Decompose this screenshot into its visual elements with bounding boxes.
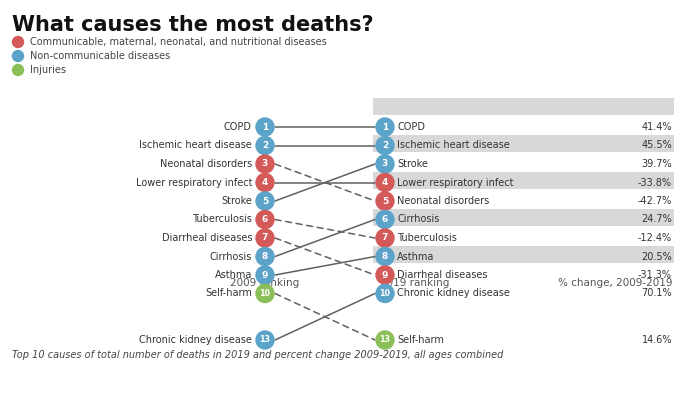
Circle shape [376, 210, 394, 228]
Text: -31.3%: -31.3% [638, 270, 672, 280]
Circle shape [256, 136, 274, 154]
Circle shape [376, 229, 394, 247]
Text: Injuries: Injuries [30, 65, 66, 75]
Text: Chronic kidney disease: Chronic kidney disease [139, 335, 252, 345]
Text: 7: 7 [262, 234, 268, 242]
Text: Neonatal disorders: Neonatal disorders [160, 159, 252, 169]
Text: Top 10 causes of total number of deaths in 2019 and percent change 2009-2019, al: Top 10 causes of total number of deaths … [12, 350, 504, 360]
Text: Self-harm: Self-harm [397, 335, 444, 345]
Text: COPD: COPD [224, 122, 252, 132]
Text: Non-communicable diseases: Non-communicable diseases [30, 51, 170, 61]
Text: Ischemic heart disease: Ischemic heart disease [139, 140, 252, 150]
Text: 4: 4 [382, 178, 388, 187]
Text: COPD: COPD [397, 122, 425, 132]
Text: Diarrheal diseases: Diarrheal diseases [161, 233, 252, 243]
Circle shape [376, 248, 394, 266]
Circle shape [376, 174, 394, 192]
Circle shape [376, 266, 394, 284]
Circle shape [376, 284, 394, 302]
Text: 8: 8 [262, 252, 268, 261]
Text: 1: 1 [262, 122, 268, 132]
Text: Lower respiratory infect: Lower respiratory infect [397, 178, 513, 188]
Text: Stroke: Stroke [221, 196, 252, 206]
Circle shape [12, 36, 23, 48]
Circle shape [256, 331, 274, 349]
Text: 2: 2 [262, 141, 268, 150]
FancyBboxPatch shape [373, 98, 674, 115]
Text: 2: 2 [382, 141, 388, 150]
Text: 39.7%: 39.7% [642, 159, 672, 169]
Text: 13: 13 [260, 336, 271, 344]
Circle shape [376, 331, 394, 349]
FancyBboxPatch shape [373, 209, 674, 226]
FancyBboxPatch shape [373, 135, 674, 152]
Circle shape [256, 174, 274, 192]
Text: Diarrheal diseases: Diarrheal diseases [397, 270, 488, 280]
Circle shape [376, 136, 394, 154]
Text: Chronic kidney disease: Chronic kidney disease [397, 288, 510, 298]
Text: 9: 9 [262, 270, 268, 280]
Text: 5: 5 [382, 196, 388, 206]
FancyBboxPatch shape [373, 246, 674, 263]
Circle shape [256, 118, 274, 136]
Text: Tuberculosis: Tuberculosis [397, 233, 457, 243]
Text: 4: 4 [262, 178, 268, 187]
Text: 45.5%: 45.5% [641, 140, 672, 150]
Text: 13: 13 [379, 336, 390, 344]
Text: 10: 10 [260, 289, 271, 298]
Text: 9: 9 [382, 270, 388, 280]
Circle shape [256, 210, 274, 228]
Text: -33.8%: -33.8% [638, 178, 672, 188]
Text: 24.7%: 24.7% [641, 214, 672, 224]
Circle shape [256, 284, 274, 302]
Circle shape [12, 64, 23, 76]
Text: 10: 10 [379, 289, 390, 298]
Circle shape [256, 248, 274, 266]
Text: Ischemic heart disease: Ischemic heart disease [397, 140, 510, 150]
Text: Asthma: Asthma [214, 270, 252, 280]
Text: 2009 ranking: 2009 ranking [230, 278, 300, 288]
Circle shape [12, 50, 23, 62]
Text: -12.4%: -12.4% [638, 233, 672, 243]
Text: 7: 7 [382, 234, 388, 242]
Text: Cirrhosis: Cirrhosis [210, 252, 252, 262]
Text: Lower respiratory infect: Lower respiratory infect [135, 178, 252, 188]
Text: 20.5%: 20.5% [641, 252, 672, 262]
Text: Communicable, maternal, neonatal, and nutritional diseases: Communicable, maternal, neonatal, and nu… [30, 37, 327, 47]
FancyBboxPatch shape [373, 172, 674, 189]
Circle shape [376, 192, 394, 210]
Text: 1: 1 [382, 122, 388, 132]
Text: 8: 8 [382, 252, 388, 261]
Text: 41.4%: 41.4% [642, 122, 672, 132]
Text: 6: 6 [262, 215, 268, 224]
Text: -42.7%: -42.7% [638, 196, 672, 206]
Text: Cirrhosis: Cirrhosis [397, 214, 440, 224]
Circle shape [376, 155, 394, 173]
Text: 14.6%: 14.6% [642, 335, 672, 345]
Circle shape [256, 229, 274, 247]
Text: % change, 2009-2019: % change, 2009-2019 [557, 278, 672, 288]
Text: What causes the most deaths?: What causes the most deaths? [12, 15, 374, 35]
Text: 2019 ranking: 2019 ranking [381, 278, 450, 288]
Circle shape [376, 118, 394, 136]
Text: 5: 5 [262, 196, 268, 206]
Text: Asthma: Asthma [397, 252, 434, 262]
Text: 6: 6 [382, 215, 388, 224]
Text: Self-harm: Self-harm [205, 288, 252, 298]
Text: 70.1%: 70.1% [642, 288, 672, 298]
Circle shape [256, 266, 274, 284]
Text: Tuberculosis: Tuberculosis [192, 214, 252, 224]
Text: Neonatal disorders: Neonatal disorders [397, 196, 489, 206]
Circle shape [256, 155, 274, 173]
Text: 3: 3 [382, 160, 388, 168]
Circle shape [256, 192, 274, 210]
Text: Stroke: Stroke [397, 159, 428, 169]
Text: 3: 3 [262, 160, 268, 168]
